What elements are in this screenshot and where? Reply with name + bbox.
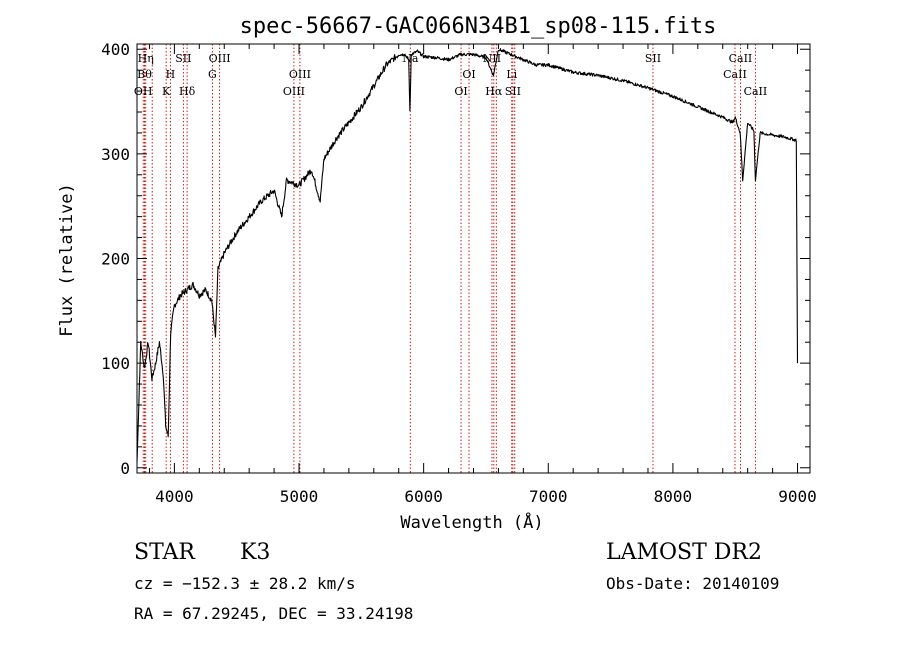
line-marker-label: SII [175, 52, 191, 65]
line-marker-label: OI [462, 68, 475, 81]
object-type: STAR [134, 540, 195, 565]
x-tick-label: 8000 [654, 487, 693, 506]
line-marker-label: Hη [138, 52, 154, 65]
line-marker-label: Bθ [137, 68, 152, 81]
redshift-velocity: cz = −152.3 ± 28.2 km/s [134, 574, 356, 593]
object-subclass: K3 [240, 540, 271, 565]
line-marker-label: OI [454, 85, 467, 98]
x-tick-label: 7000 [529, 487, 568, 506]
line-marker-label: G [208, 68, 217, 81]
line-marker-label: OIII [289, 68, 311, 81]
plot-frame [136, 43, 811, 474]
y-tick-label: 200 [101, 250, 130, 269]
line-marker-label: OH [134, 85, 153, 98]
line-marker-label: SII [645, 52, 661, 65]
y-tick-label: 100 [101, 354, 130, 373]
y-axis-label: Flux (relative) [57, 183, 77, 337]
line-marker-label: NII [483, 52, 501, 65]
line-marker-label: Hδ [179, 85, 196, 98]
spectrum-line [136, 48, 799, 463]
survey-name: LAMOST DR2 [606, 540, 762, 565]
line-marker-label: Na [402, 52, 419, 65]
observation-date: Obs-Date: 20140109 [606, 574, 780, 593]
line-marker-label: CaII [729, 52, 753, 65]
line-markers [142, 44, 756, 473]
line-marker-label: Li [506, 68, 517, 81]
x-tick-label: 4000 [155, 487, 194, 506]
x-axis-label: Wavelength (Å) [400, 511, 543, 533]
line-marker-label: CaII [723, 68, 747, 81]
line-marker-label: H [166, 68, 176, 81]
line-marker-label: K [162, 85, 171, 98]
y-tick-label: 300 [101, 145, 130, 164]
spectrum-series [136, 48, 799, 463]
chart-title: spec-56667-GAC066N34B1_sp08-115.fits [240, 14, 717, 39]
y-tick-label: 0 [120, 459, 130, 478]
y-tick-label: 400 [101, 40, 130, 59]
line-marker-label: OIII [283, 85, 305, 98]
ra-dec-coordinates: RA = 67.29245, DEC = 33.24198 [134, 604, 414, 623]
line-marker-label: SII [505, 85, 521, 98]
x-tick-label: 5000 [280, 487, 319, 506]
line-marker-label: OIII [209, 52, 231, 65]
x-tick-label: 9000 [778, 487, 817, 506]
line-marker-label: Hα [485, 85, 503, 98]
x-tick-label: 6000 [404, 487, 443, 506]
line-marker-label: CaII [744, 85, 768, 98]
plot-axes: 4000 5000 6000 7000 8000 9000 0 100 200 300 400 [101, 40, 817, 506]
